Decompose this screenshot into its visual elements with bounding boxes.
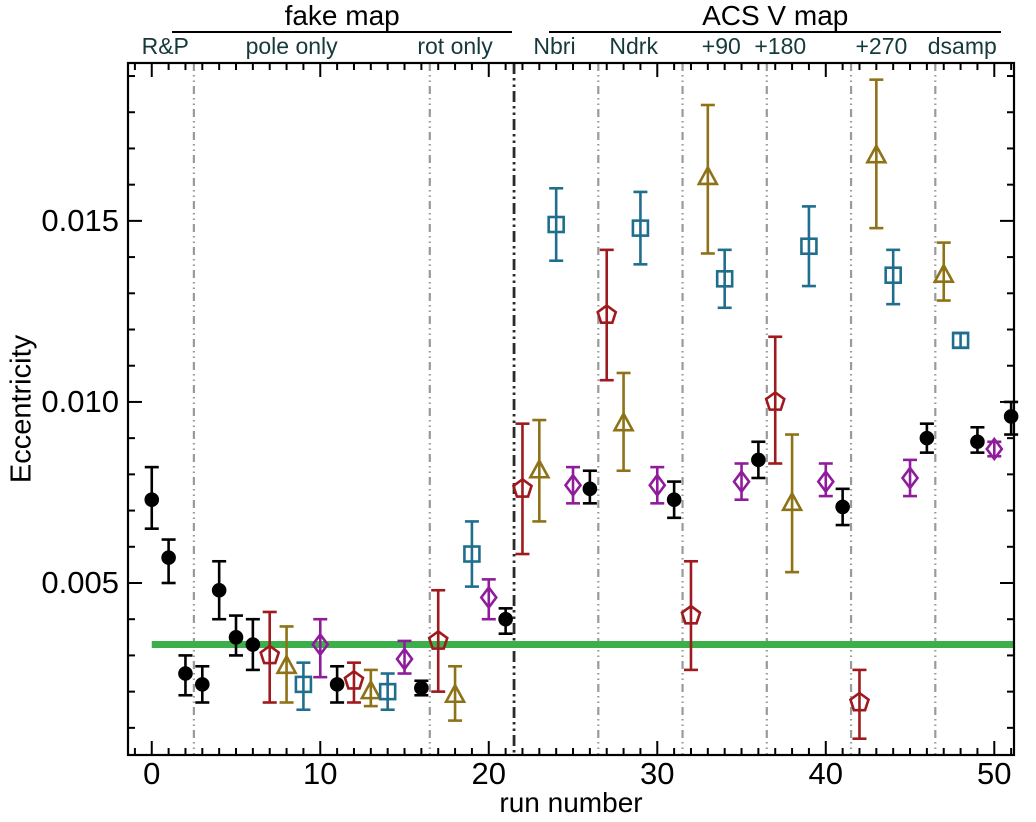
group-header-fake-map: fake map	[171, 0, 513, 33]
data-point-run-10	[311, 617, 330, 679]
data-point-run-34	[715, 248, 734, 310]
data-point-run-15	[395, 639, 414, 675]
data-point-run-4	[211, 559, 227, 621]
data-point-run-1	[161, 538, 176, 585]
data-point-run-19	[463, 520, 481, 588]
data-point-run-37	[764, 335, 786, 465]
y-tick-label: 0.015	[41, 202, 119, 238]
section-label-dsamp: dsamp	[927, 33, 997, 59]
data-point-run-28	[612, 371, 635, 473]
data-point-run-36	[751, 440, 766, 480]
section-label-r-p: R&P	[141, 33, 189, 59]
x-tick-label: 30	[640, 756, 675, 791]
data-point-run-21	[498, 607, 513, 635]
y-tick-label: 0.005	[41, 564, 119, 600]
data-point-run-9	[294, 661, 313, 712]
data-point-run-51	[1003, 400, 1019, 436]
data-point-run-0	[144, 465, 160, 530]
section-label-90: +90	[701, 33, 741, 59]
x-tick-label: 20	[471, 756, 507, 791]
x-tick-label: 50	[977, 756, 1012, 791]
section-label-180: +180	[754, 33, 807, 59]
group-header-acs-v-map: ACS V map	[549, 0, 1002, 33]
data-point-run-48	[951, 331, 970, 350]
group-header-label: ACS V map	[702, 0, 849, 31]
section-label-pole-only: pole only	[245, 33, 338, 59]
x-tick-label: 40	[808, 756, 844, 791]
data-point-run-6	[245, 617, 261, 672]
data-point-run-18	[443, 664, 467, 722]
data-point-run-25	[563, 465, 583, 505]
data-point-run-50	[985, 436, 1004, 462]
data-point-run-12	[343, 661, 365, 704]
data-point-run-7	[259, 610, 281, 704]
data-point-run-30	[648, 465, 667, 505]
data-point-run-49	[970, 425, 985, 454]
data-point-run-43	[865, 78, 888, 230]
data-point-run-46	[919, 422, 935, 454]
data-point-run-13	[359, 668, 383, 708]
data-point-run-8	[275, 625, 298, 704]
data-point-run-11	[329, 664, 345, 704]
data-point-run-27	[596, 248, 618, 382]
data-point-run-3	[195, 664, 210, 704]
data-point-run-32	[680, 559, 702, 672]
data-point-run-29	[631, 190, 650, 266]
data-point-run-44	[884, 248, 902, 306]
data-point-run-40	[816, 462, 835, 498]
data-point-run-42	[848, 668, 871, 741]
data-point-run-35	[732, 462, 751, 502]
plot-frame	[126, 61, 1016, 757]
data-point-run-20	[479, 578, 498, 621]
section-label-nbri: Nbri	[533, 33, 576, 59]
data-point-run-47	[932, 241, 955, 302]
data-point-run-24	[547, 186, 565, 263]
data-point-run-45	[900, 458, 920, 498]
data-point-run-14	[378, 672, 397, 712]
x-axis-title: run number	[499, 787, 643, 818]
data-point-run-2	[178, 654, 193, 697]
x-tick-label: 0	[143, 756, 161, 791]
data-point-run-39	[800, 205, 818, 288]
data-point-run-16	[414, 679, 429, 697]
data-point-run-17	[427, 588, 449, 693]
data-point-run-33	[696, 103, 720, 255]
section-label-rot-only: rot only	[417, 33, 493, 59]
data-point-run-41	[835, 487, 850, 527]
data-point-run-22	[511, 422, 534, 556]
data-point-run-31	[666, 480, 682, 520]
x-tick-label: 10	[303, 756, 338, 791]
data-point-run-38	[780, 433, 804, 574]
section-label-ndrk: Ndrk	[609, 33, 658, 59]
section-label-270: +270	[855, 33, 908, 59]
y-tick-label: 0.010	[41, 383, 119, 419]
data-point-run-26	[582, 469, 598, 505]
data-point-run-5	[228, 614, 244, 657]
group-header-label: fake map	[284, 0, 400, 31]
data-point-run-23	[528, 418, 551, 523]
